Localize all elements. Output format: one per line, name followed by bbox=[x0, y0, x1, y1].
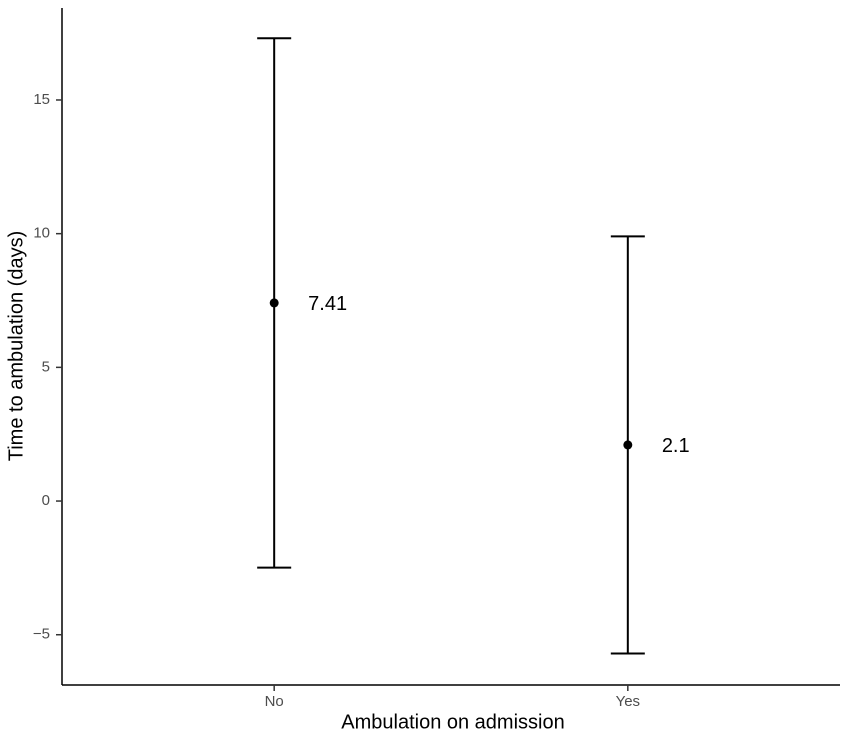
y-axis-title: Time to ambulation (days) bbox=[5, 231, 27, 461]
y-tick-label: 15 bbox=[33, 91, 50, 108]
x-axis-title: Ambulation on admission bbox=[341, 711, 564, 733]
x-tick-label: No bbox=[265, 693, 284, 710]
point bbox=[269, 298, 279, 308]
x-tick-label: Yes bbox=[616, 693, 640, 710]
y-tick-label: 0 bbox=[42, 492, 50, 509]
point bbox=[623, 440, 633, 450]
y-tick-label: 10 bbox=[33, 225, 50, 242]
value-label: 7.41 bbox=[308, 293, 347, 315]
y-tick-label: −5 bbox=[33, 626, 50, 643]
value-label: 2.1 bbox=[662, 435, 690, 457]
y-tick-label: 5 bbox=[42, 358, 50, 375]
